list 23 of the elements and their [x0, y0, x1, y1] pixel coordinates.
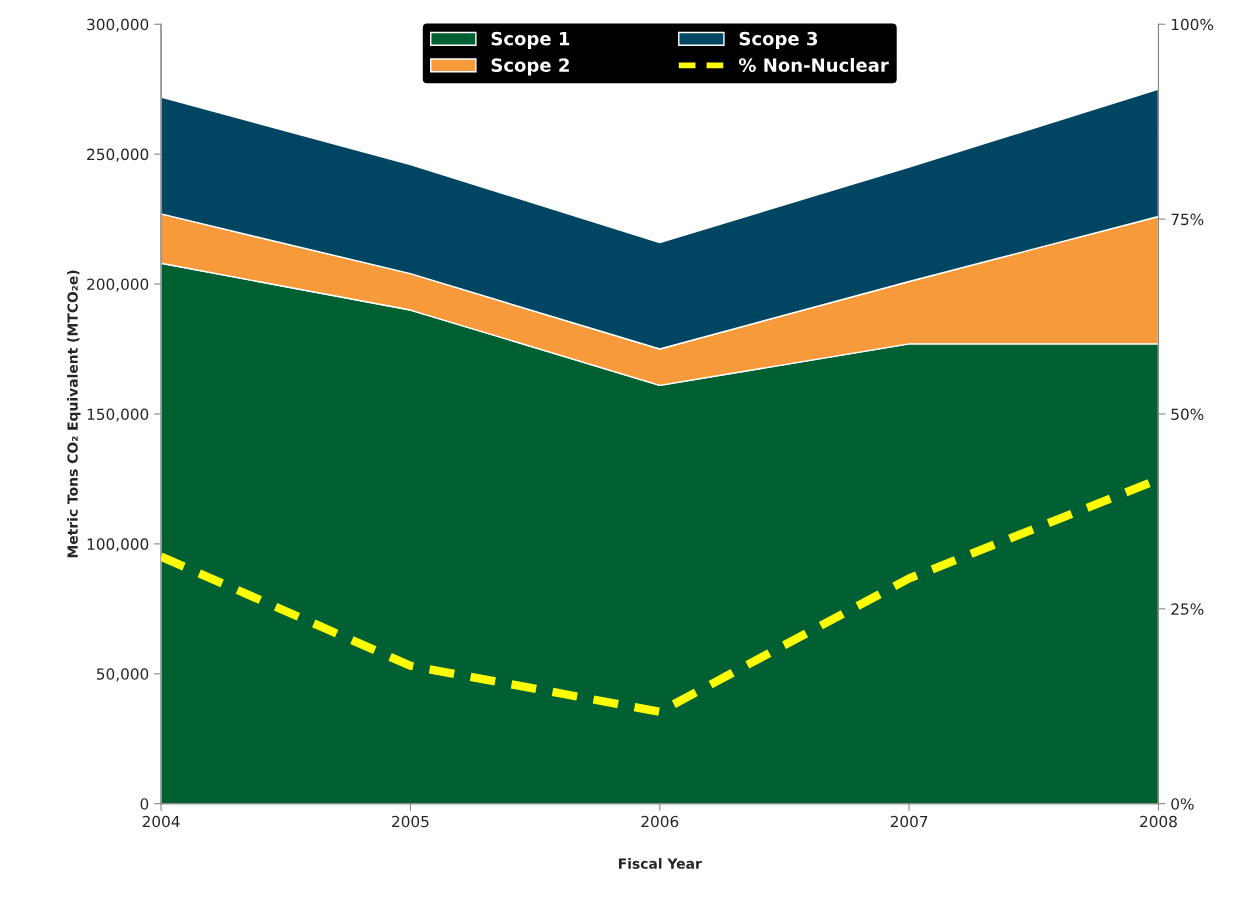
y-tick-label: 250,000 [87, 148, 149, 162]
y2-tick-label: 25% [1171, 603, 1204, 615]
y2-tick-label: 50% [1171, 408, 1204, 420]
y-tick-label: 150,000 [87, 408, 149, 422]
x-tick-label: 2006 [641, 815, 679, 828]
legend-label: Scope 1 [491, 31, 570, 49]
y-tick-label: 50,000 [96, 668, 149, 682]
x-tick-label: 2004 [142, 815, 180, 828]
y-tick-label: 100,000 [87, 538, 149, 552]
legend-label: % Non-Nuclear [738, 57, 889, 72]
legend-label: Scope 2 [491, 58, 569, 76]
y-axis-title: Metric Tons CO₂ Equivalent (MTCO₂e) [67, 270, 81, 558]
x-axis-title: Fiscal Year [618, 858, 702, 869]
x-tick-label: 2005 [392, 815, 429, 828]
y2-tick-label: 75% [1171, 213, 1204, 226]
y2-tick-label: 100% [1171, 18, 1214, 31]
y-tick-label: 200,000 [87, 278, 149, 292]
y2-tick-label: 0% [1171, 798, 1194, 810]
x-tick-label: 2007 [890, 815, 928, 828]
y-tick-label: 0 [140, 798, 149, 810]
y-tick-label: 300,000 [87, 18, 149, 32]
legend-label: Scope 3 [739, 31, 818, 49]
x-tick-label: 2008 [1140, 815, 1177, 828]
